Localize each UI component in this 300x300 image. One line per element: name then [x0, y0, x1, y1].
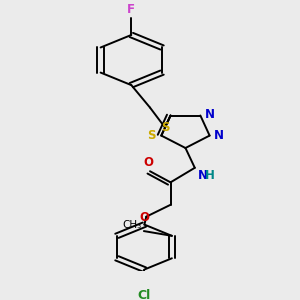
Text: H: H: [205, 169, 215, 182]
Text: N: N: [214, 129, 224, 142]
Text: F: F: [127, 3, 135, 16]
Text: Cl: Cl: [138, 289, 151, 300]
Text: O: O: [140, 211, 149, 224]
Text: S: S: [147, 129, 156, 142]
Text: N: N: [205, 109, 215, 122]
Text: N: N: [198, 169, 208, 182]
Text: S: S: [161, 121, 169, 134]
Text: CH₃: CH₃: [123, 220, 142, 230]
Text: O: O: [143, 156, 153, 169]
